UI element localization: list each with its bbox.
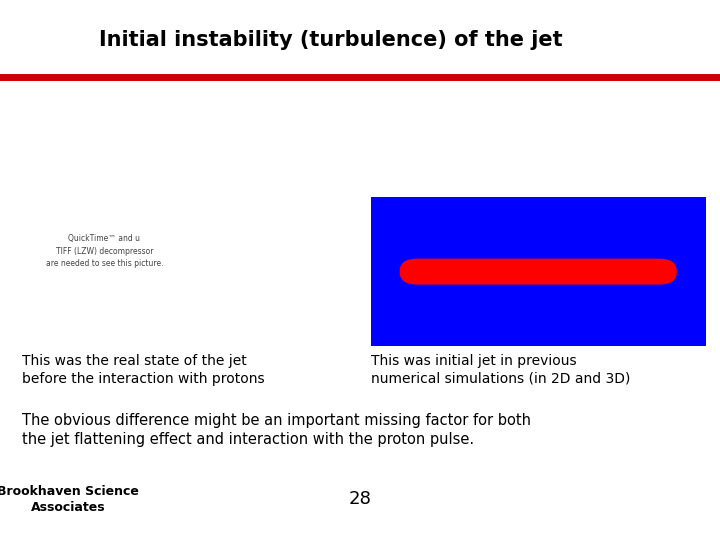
Text: QuickTime™ and u
TIFF (LZW) decompressor
are needed to see this picture.: QuickTime™ and u TIFF (LZW) decompressor… (45, 234, 163, 268)
Text: Initial instability (turbulence) of the jet: Initial instability (turbulence) of the … (99, 30, 563, 51)
Text: 28: 28 (348, 490, 372, 509)
Text: This was initial jet in previous
numerical simulations (in 2D and 3D): This was initial jet in previous numeric… (371, 354, 630, 386)
Text: Brookhaven Science
Associates: Brookhaven Science Associates (0, 485, 140, 514)
Text: This was the real state of the jet
before the interaction with protons: This was the real state of the jet befor… (22, 354, 264, 386)
FancyBboxPatch shape (400, 259, 677, 285)
Text: The obvious difference might be an important missing factor for both
the jet fla: The obvious difference might be an impor… (22, 413, 531, 447)
Bar (371, 197, 706, 346)
